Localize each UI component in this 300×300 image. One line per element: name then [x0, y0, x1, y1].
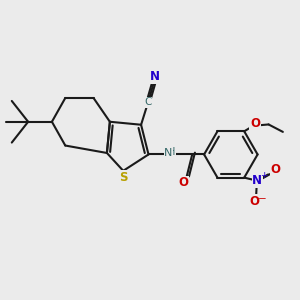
- Text: H: H: [168, 147, 176, 157]
- Text: O: O: [178, 176, 188, 189]
- Text: N: N: [252, 174, 262, 187]
- Text: N: N: [164, 148, 172, 158]
- Text: O: O: [270, 163, 280, 176]
- Text: S: S: [120, 171, 128, 184]
- Text: O: O: [250, 117, 260, 130]
- Text: +: +: [260, 171, 268, 180]
- Text: −: −: [258, 194, 267, 204]
- Text: N: N: [150, 70, 160, 83]
- Text: C: C: [144, 98, 152, 107]
- Text: O: O: [250, 195, 260, 208]
